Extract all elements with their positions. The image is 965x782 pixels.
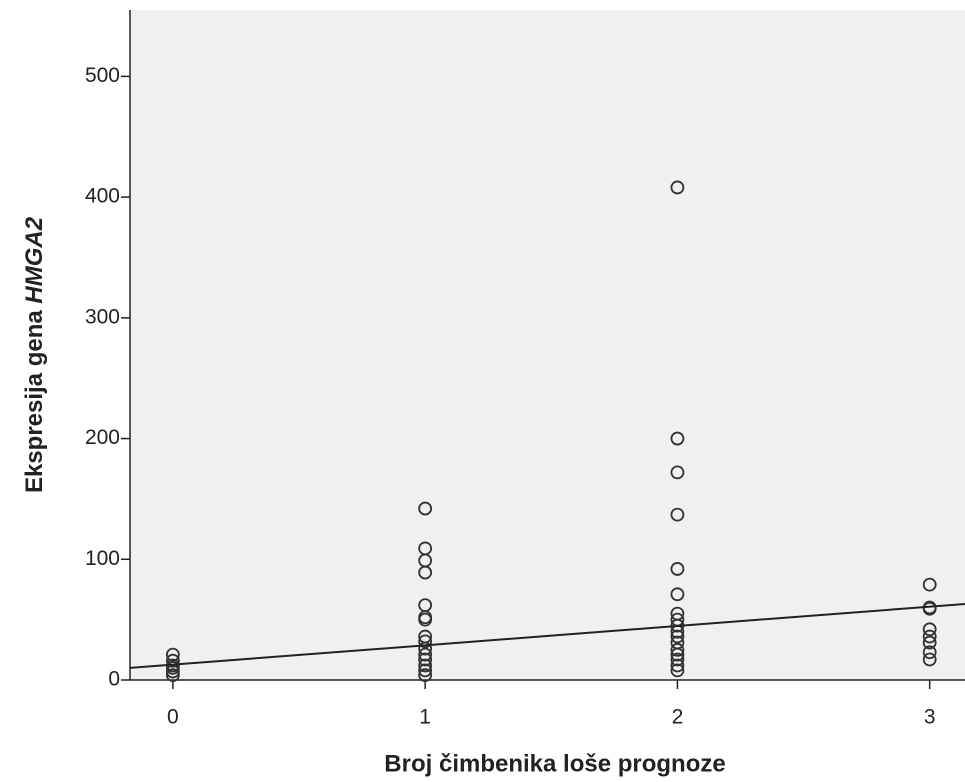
point (922, 629, 937, 644)
point (165, 647, 180, 662)
point (418, 612, 433, 627)
x-axis-title: Broj čimbenika loše prognoze (384, 750, 725, 777)
point (165, 668, 180, 683)
point (670, 647, 685, 662)
point (418, 634, 433, 649)
point (165, 653, 180, 668)
point (165, 661, 180, 675)
point (922, 635, 937, 650)
x-tick-label: 2 (672, 706, 684, 729)
point (670, 629, 685, 644)
point (670, 642, 685, 657)
point (670, 562, 685, 576)
plot-area (130, 10, 965, 680)
y-tick-label: 400 (85, 185, 120, 208)
y-axis-title: Ekspresija gena HMGA2 (21, 216, 48, 493)
point (418, 501, 433, 516)
y-tick-label: 100 (85, 547, 120, 570)
y-tick-label: 0 (108, 668, 120, 691)
point (418, 647, 433, 662)
y-axis-title-text: Ekspresija gena (21, 310, 48, 493)
point (418, 663, 433, 678)
point (670, 658, 685, 673)
point (670, 663, 685, 678)
point (418, 668, 433, 683)
point (418, 641, 433, 656)
point (418, 565, 433, 580)
point (922, 601, 937, 616)
y-tick-label: 200 (85, 426, 120, 449)
y-tick-label: 500 (85, 64, 120, 87)
point (670, 180, 685, 195)
y-axis-title-gene: HMGA2 (21, 216, 48, 303)
x-tick-label: 0 (167, 706, 179, 729)
point (922, 645, 937, 660)
point (670, 431, 685, 446)
y-tick-label: 300 (85, 305, 120, 328)
point (922, 577, 937, 592)
x-tick-label: 3 (924, 706, 936, 729)
point (670, 652, 685, 667)
point (922, 622, 937, 637)
point (670, 507, 685, 522)
point (922, 652, 937, 667)
point (670, 587, 685, 602)
point (670, 465, 685, 480)
point (418, 658, 433, 673)
fit-line (129, 602, 965, 669)
point (418, 652, 433, 667)
x-tick-label: 1 (419, 706, 431, 729)
